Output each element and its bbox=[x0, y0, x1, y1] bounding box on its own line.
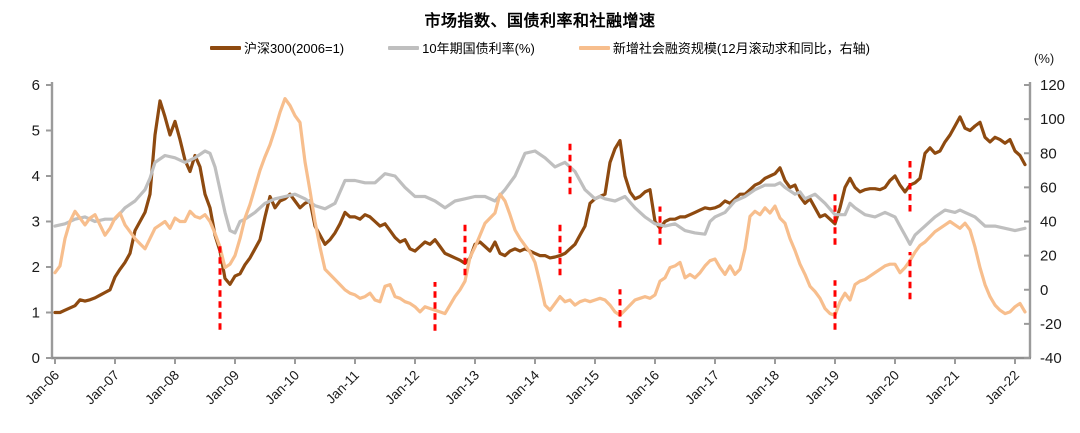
x-axis-tick-label: Jan-12 bbox=[382, 368, 422, 408]
right-axis-tick-label: -40 bbox=[1040, 350, 1062, 367]
right-axis-tick-label: 40 bbox=[1040, 214, 1057, 231]
x-axis-tick-label: Jan-10 bbox=[262, 368, 302, 408]
legend-swatch-csi300-icon bbox=[210, 45, 242, 50]
left-axis-tick-label: 3 bbox=[32, 214, 40, 231]
x-axis-tick-label: Jan-20 bbox=[862, 368, 902, 408]
x-axis-tick-label: Jan-06 bbox=[22, 368, 62, 408]
chart-title: 市场指数、国债利率和社融增速 bbox=[424, 13, 656, 30]
legend-swatch-bond-yield-icon bbox=[388, 45, 420, 50]
right-axis-tick-label: 60 bbox=[1040, 179, 1057, 196]
right-axis-tick-label: 20 bbox=[1040, 248, 1057, 265]
left-axis-tick-label: 6 bbox=[32, 77, 40, 94]
right-axis-tick-label: 0 bbox=[1040, 282, 1048, 299]
right-axis-tick-label: 100 bbox=[1040, 111, 1065, 128]
legend-label-tsf: 新增社会融资规模(12月滚动求和同比，右轴) bbox=[612, 41, 870, 56]
series-lines bbox=[53, 96, 1027, 317]
series-line-tsf bbox=[53, 96, 1027, 317]
x-axis-tick-label: Jan-11 bbox=[323, 368, 362, 407]
event-markers bbox=[218, 140, 912, 331]
x-axis-tick-label: Jan-17 bbox=[682, 368, 722, 408]
x-axis-tick-label: Jan-08 bbox=[142, 368, 182, 408]
x-axis-tick-label: Jan-09 bbox=[202, 368, 242, 408]
right-axis-tick-label: -20 bbox=[1040, 316, 1062, 333]
series-line-bond-yield bbox=[53, 149, 1027, 246]
x-axis-tick-label: Jan-15 bbox=[562, 368, 602, 408]
x-axis-tick-label: Jan-19 bbox=[802, 368, 842, 408]
right-axis-tick-label: 80 bbox=[1040, 145, 1057, 162]
legend-label-bond-yield: 10年期国债利率(%) bbox=[422, 41, 535, 56]
legend-item-csi300: 沪深300(2006=1) bbox=[210, 38, 344, 57]
x-axis-tick-label: Jan-16 bbox=[622, 368, 662, 408]
x-axis-tick-label: Jan-18 bbox=[742, 368, 782, 408]
x-axis-tick-label: Jan-21 bbox=[922, 368, 962, 408]
legend-label-csi300: 沪深300(2006=1) bbox=[244, 41, 345, 56]
legend-item-tsf: 新增社会融资规模(12月滚动求和同比，右轴) bbox=[578, 38, 870, 57]
x-axis-tick-label: Jan-22 bbox=[982, 368, 1022, 408]
legend-item-bond-yield: 10年期国债利率(%) bbox=[388, 38, 535, 57]
left-axis-tick-label: 2 bbox=[32, 259, 40, 276]
x-axis-tick-label: Jan-14 bbox=[502, 367, 542, 407]
left-axis-tick-label: 1 bbox=[32, 305, 40, 322]
x-axis-tick-label: Jan-07 bbox=[82, 368, 122, 408]
x-axis-tick-label: Jan-13 bbox=[442, 368, 482, 408]
left-axis-tick-label: 4 bbox=[32, 168, 40, 185]
chart-legend: 沪深300(2006=1) 10年期国债利率(%) 新增社会融资规模(12月滚动… bbox=[0, 38, 1080, 57]
right-axis-tick-label: 120 bbox=[1040, 77, 1065, 94]
right-axis-unit-label: (%) bbox=[1034, 51, 1055, 66]
legend-swatch-tsf-icon bbox=[578, 45, 610, 50]
left-axis-tick-label: 0 bbox=[32, 350, 40, 367]
left-axis-tick-label: 5 bbox=[32, 123, 40, 140]
